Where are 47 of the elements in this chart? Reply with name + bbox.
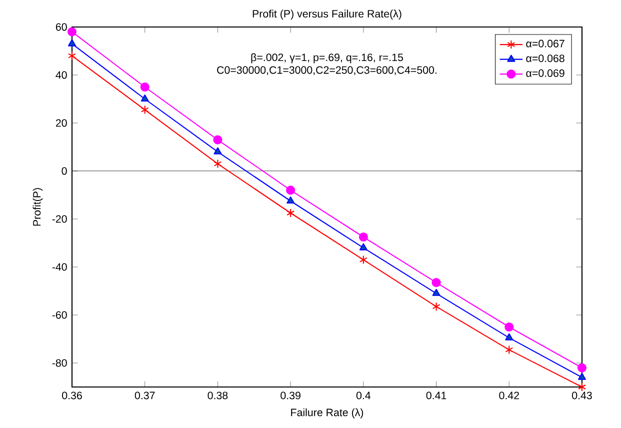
y-tick-label: -60	[52, 311, 67, 319]
x-tick-label: 0.41	[426, 392, 446, 400]
y-tick-label: 20	[56, 119, 67, 127]
point	[505, 345, 514, 354]
annotation: C0=30000,C1=3000,C2=250,C3=600,C4=500.	[217, 66, 436, 76]
point	[359, 255, 368, 264]
x-tick-label: 0.38	[208, 392, 228, 400]
x-tick-label: 0.39	[280, 392, 300, 400]
point	[286, 208, 295, 218]
chart-title: Profit (P) versus Failure Rate(λ)	[252, 10, 402, 20]
legend-label: α=0.067	[526, 40, 564, 48]
point	[432, 278, 441, 288]
y-tick-label: -80	[52, 359, 67, 367]
point	[358, 232, 368, 242]
legend-label: α=0.069	[526, 69, 564, 77]
y-tick-label: -40	[52, 263, 67, 271]
y-tick-label: 60	[56, 23, 67, 31]
point	[432, 288, 440, 296]
x-tick-label: 0.4	[356, 392, 371, 400]
point	[140, 82, 150, 92]
x-tick-label: 0.43	[572, 392, 592, 400]
point	[140, 94, 149, 102]
y-tick-label: 0	[62, 167, 67, 175]
point	[505, 333, 514, 340]
point	[67, 27, 77, 36]
y-tick-label: -20	[52, 215, 67, 223]
point	[578, 382, 586, 392]
x-axis-title: Failure Rate (λ)	[291, 408, 364, 418]
point	[359, 243, 368, 250]
y-tick-label: 40	[56, 71, 67, 79]
y-axis-title: Profit(P)	[32, 188, 43, 226]
x-tick-label: 0.42	[499, 392, 519, 400]
point	[432, 302, 440, 312]
x-tick-label: 0.37	[134, 392, 155, 400]
point	[578, 372, 586, 380]
point	[577, 363, 587, 372]
point	[286, 186, 296, 195]
annotation: β=.002, γ=1, p=.69, q=.16, r=.15	[251, 53, 403, 64]
legend-label: α=0.068	[526, 54, 564, 62]
point	[504, 322, 514, 332]
point	[214, 147, 222, 154]
x-tick-label: 0.36	[62, 392, 82, 400]
point	[68, 51, 76, 60]
point	[214, 159, 222, 168]
point	[286, 196, 295, 204]
point	[140, 105, 149, 114]
point	[213, 135, 222, 144]
